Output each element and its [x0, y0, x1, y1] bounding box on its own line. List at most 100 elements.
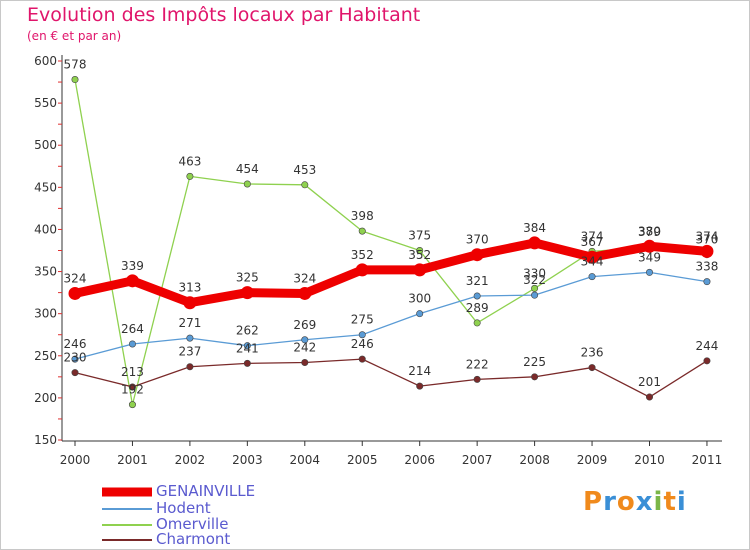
data-point — [71, 355, 79, 363]
data-point — [645, 393, 653, 401]
x-tick-label: 2005 — [347, 453, 378, 467]
data-point — [470, 248, 484, 262]
data-point — [243, 342, 251, 350]
data-label: 236 — [581, 346, 604, 360]
data-point — [355, 263, 369, 277]
data-label: 242 — [293, 341, 316, 355]
data-label: 230 — [64, 351, 87, 365]
data-label: 370 — [695, 233, 718, 247]
data-label: 300 — [408, 292, 431, 306]
data-label: 237 — [178, 345, 201, 359]
series-line-omerville — [74, 78, 708, 406]
data-label: 370 — [466, 233, 489, 247]
data-label: 352 — [408, 248, 431, 262]
legend-label-charmont: Charmont — [156, 530, 231, 548]
y-tick-label: 500 — [34, 138, 57, 152]
data-label: 374 — [581, 229, 604, 243]
data-point — [531, 291, 539, 299]
data-label: 454 — [236, 162, 259, 176]
data-label: 375 — [408, 229, 431, 243]
data-point — [700, 244, 714, 258]
data-label: 344 — [581, 255, 604, 269]
data-label: 374 — [695, 229, 718, 243]
data-label: 338 — [695, 260, 718, 274]
x-tick-label: 2003 — [232, 453, 263, 467]
data-point — [358, 355, 366, 363]
data-point — [243, 180, 251, 188]
x-tick-label: 2002 — [175, 453, 206, 467]
data-label: 339 — [121, 259, 144, 273]
data-label: 379 — [638, 225, 661, 239]
data-point — [416, 310, 424, 318]
data-point — [531, 373, 539, 381]
data-point — [473, 375, 481, 383]
x-tick-label: 2004 — [290, 453, 321, 467]
data-point — [473, 319, 481, 327]
data-label: 349 — [638, 250, 661, 264]
data-point — [186, 172, 194, 180]
y-tick-label: 450 — [34, 180, 57, 194]
y-tick-label: 150 — [34, 433, 57, 447]
data-label: 367 — [581, 235, 604, 249]
data-point — [128, 383, 136, 391]
data-label: 352 — [351, 248, 374, 262]
data-label: 192 — [121, 383, 144, 397]
data-point — [588, 273, 596, 281]
data-label: 246 — [351, 337, 374, 351]
proxiti-logo: Proxiti — [583, 487, 687, 517]
data-label: 244 — [695, 339, 718, 353]
data-label: 289 — [466, 301, 489, 315]
x-tick-label: 2011 — [692, 453, 723, 467]
data-label: 324 — [64, 271, 87, 285]
data-point — [473, 292, 481, 300]
data-point — [301, 336, 309, 344]
data-point — [703, 357, 711, 365]
data-point — [128, 401, 136, 409]
data-point — [186, 363, 194, 371]
data-point — [358, 227, 366, 235]
x-tick-label: 2000 — [60, 453, 91, 467]
data-label: 321 — [466, 274, 489, 288]
data-point — [301, 359, 309, 367]
data-label: 325 — [236, 271, 259, 285]
data-label: 398 — [351, 209, 374, 223]
data-point — [243, 359, 251, 367]
data-point — [413, 263, 427, 277]
y-tick-label: 550 — [34, 96, 57, 110]
data-label: 264 — [121, 322, 144, 336]
legend-label-genainville: GENAINVILLE — [156, 482, 256, 500]
data-label: 271 — [178, 316, 201, 330]
x-tick-label: 2008 — [519, 453, 550, 467]
y-tick-label: 300 — [34, 307, 57, 321]
data-point — [416, 382, 424, 390]
data-point — [186, 334, 194, 342]
data-label: 463 — [178, 154, 201, 168]
data-label: 578 — [64, 58, 87, 72]
data-label: 275 — [351, 313, 374, 327]
data-label: 201 — [638, 375, 661, 389]
data-point — [358, 331, 366, 339]
data-point — [128, 340, 136, 348]
y-tick-label: 600 — [34, 54, 57, 68]
y-tick-label: 400 — [34, 222, 57, 236]
data-point — [301, 181, 309, 189]
data-point — [645, 268, 653, 276]
data-label: 213 — [121, 365, 144, 379]
data-label: 322 — [523, 273, 546, 287]
data-label: 380 — [638, 224, 661, 238]
x-tick-label: 2006 — [404, 453, 435, 467]
data-label: 214 — [408, 364, 431, 378]
data-label: 453 — [293, 163, 316, 177]
x-tick-label: 2001 — [117, 453, 148, 467]
data-point — [643, 239, 656, 253]
x-tick-label: 2009 — [577, 453, 608, 467]
series-line-genainville — [70, 238, 712, 308]
data-point — [183, 296, 197, 310]
y-tick-label: 350 — [34, 265, 57, 279]
x-tick-label: 2010 — [634, 453, 665, 467]
series-line-hodent — [74, 271, 708, 360]
x-tick-label: 2007 — [462, 453, 493, 467]
y-tick-label: 250 — [34, 349, 57, 363]
